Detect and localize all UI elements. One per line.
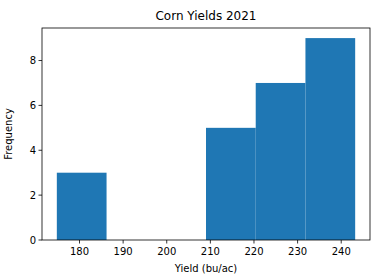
bars [57,38,355,240]
y-tick [39,105,43,106]
title: Corn Yields 2021 [155,9,256,23]
x-tick-label: 230 [288,246,307,257]
bar [256,83,306,240]
x-tick-label: 240 [332,246,351,257]
x-tick [341,240,342,244]
y-axis-label: Frequency [3,108,14,160]
bar [206,128,256,240]
x-tick [297,240,298,244]
y-tick-label: 2 [30,190,36,201]
y-tick-label: 8 [30,55,36,66]
frame [42,28,370,240]
y-tick [39,240,43,241]
x-axis-label: Yield (bu/ac) [174,263,238,274]
x-tick-label: 210 [201,246,220,257]
y-tick [39,195,43,196]
y-tick [39,150,43,151]
chart: 180 190 200 210 220 230 240 0 2 4 6 8 Corn Yields 20… [0,0,376,278]
y-tick-label: 0 [30,235,36,246]
y-tick-label: 6 [30,100,36,111]
x-tick [79,240,80,244]
x-tick-label: 190 [114,246,133,257]
x-tick [123,240,124,244]
bar [57,173,107,240]
y-tick [39,60,43,61]
x-tick [253,240,254,244]
x-tick-label: 200 [157,246,176,257]
y-tick-label: 4 [30,145,36,156]
x-tick-label: 180 [70,246,89,257]
bar [305,38,355,240]
x-tick [166,240,167,244]
x-tick-label: 220 [244,246,263,257]
x-tick [210,240,211,244]
